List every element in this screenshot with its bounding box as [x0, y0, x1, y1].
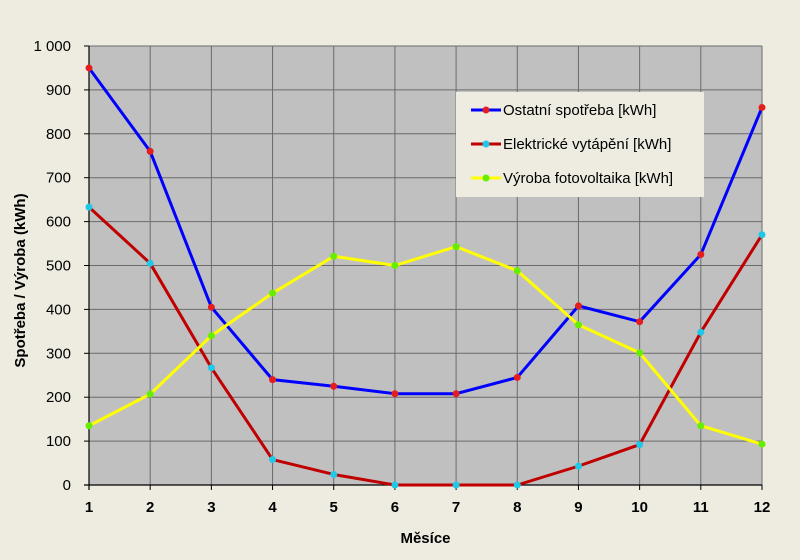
series-line — [87, 67, 764, 396]
x-tick-label: 9 — [574, 499, 582, 516]
y-tick-label: 700 — [46, 170, 71, 187]
y-axis-ticks: 0 100 200 300 400 500 600 700 800 900 1 000 — [33, 38, 71, 494]
data-point — [758, 440, 766, 448]
data-point — [391, 481, 399, 489]
y-tick-label: 600 — [46, 214, 71, 231]
data-point — [758, 103, 766, 111]
data-point — [636, 349, 644, 357]
legend-label: Výroba fotovoltaika [kWh] — [503, 170, 673, 187]
y-tick-label: 900 — [46, 82, 71, 99]
data-point — [391, 390, 399, 398]
data-point — [574, 302, 582, 310]
legend-swatch-marker — [482, 106, 490, 114]
y-tick-label: 0 — [63, 477, 71, 494]
series-2-markers — [85, 203, 766, 489]
series-3-markers — [85, 243, 766, 448]
data-point — [269, 289, 277, 297]
series-1 — [87, 67, 764, 396]
data-point — [452, 481, 460, 489]
data-point — [146, 259, 154, 267]
data-point — [146, 147, 154, 155]
data-point — [207, 303, 215, 311]
x-tick-label: 4 — [268, 499, 277, 516]
legend-item: Ostatní spotřeba [kWh] — [471, 102, 656, 119]
y-axis-title: Spotřeba / Výroba (kWh) — [12, 193, 29, 367]
series-line — [87, 206, 764, 487]
data-point — [330, 382, 338, 390]
data-point — [269, 376, 277, 384]
y-tick-label: 200 — [46, 389, 71, 406]
data-point — [452, 243, 460, 251]
x-tick-label: 2 — [146, 499, 154, 516]
data-point — [85, 203, 93, 211]
data-point — [513, 481, 521, 489]
y-tick-label: 100 — [46, 433, 71, 450]
data-point — [269, 456, 277, 464]
data-point — [574, 321, 582, 329]
data-point — [697, 251, 705, 259]
y-tick-label: 500 — [46, 258, 71, 275]
legend-label: Elektrické vytápění [kWh] — [503, 136, 671, 153]
series-3 — [88, 245, 763, 446]
series-line — [88, 245, 763, 446]
x-tick-label: 5 — [330, 499, 338, 516]
data-point — [697, 328, 705, 336]
x-tick-label: 11 — [693, 499, 709, 516]
x-tick-label: 8 — [513, 499, 521, 516]
data-point — [330, 252, 338, 260]
x-tick-label: 10 — [631, 499, 648, 516]
x-axis-ticks: 1 2 3 4 5 6 7 8 9 10 11 12 — [85, 499, 771, 516]
data-point — [574, 462, 582, 470]
series-1-markers — [85, 64, 766, 398]
x-tick-label: 6 — [391, 499, 399, 516]
y-tick-label: 800 — [46, 126, 71, 143]
grid-layer — [88, 45, 763, 486]
legend-item: Elektrické vytápění [kWh] — [471, 136, 671, 153]
data-point — [207, 364, 215, 372]
data-point — [636, 318, 644, 326]
y-tick-label: 400 — [46, 301, 71, 318]
legend-item: Výroba fotovoltaika [kWh] — [471, 170, 673, 187]
x-tick-label: 7 — [452, 499, 460, 516]
data-point — [697, 422, 705, 430]
data-point — [513, 267, 521, 275]
x-tick-label: 3 — [207, 499, 215, 516]
x-axis-title: Měsíce — [400, 530, 450, 547]
data-point — [758, 231, 766, 239]
data-point — [207, 332, 215, 340]
data-point — [330, 470, 338, 478]
legend-swatch-marker — [482, 140, 490, 148]
series-2 — [87, 206, 764, 487]
y-tick-label: 1 000 — [33, 38, 71, 55]
data-point — [452, 390, 460, 398]
legend: Ostatní spotřeba [kWh] Elektrické vytápěn… — [456, 92, 704, 197]
legend-label: Ostatní spotřeba [kWh] — [503, 102, 656, 119]
legend-swatch-marker — [482, 174, 490, 182]
y-tick-label: 300 — [46, 345, 71, 362]
data-point — [85, 64, 93, 72]
data-point — [513, 373, 521, 381]
data-point — [636, 441, 644, 449]
data-point — [391, 262, 399, 269]
data-point — [85, 422, 93, 430]
x-tick-label: 1 — [85, 499, 93, 516]
data-point — [146, 390, 154, 398]
series-layer — [85, 64, 766, 489]
x-tick-label: 12 — [754, 499, 771, 516]
